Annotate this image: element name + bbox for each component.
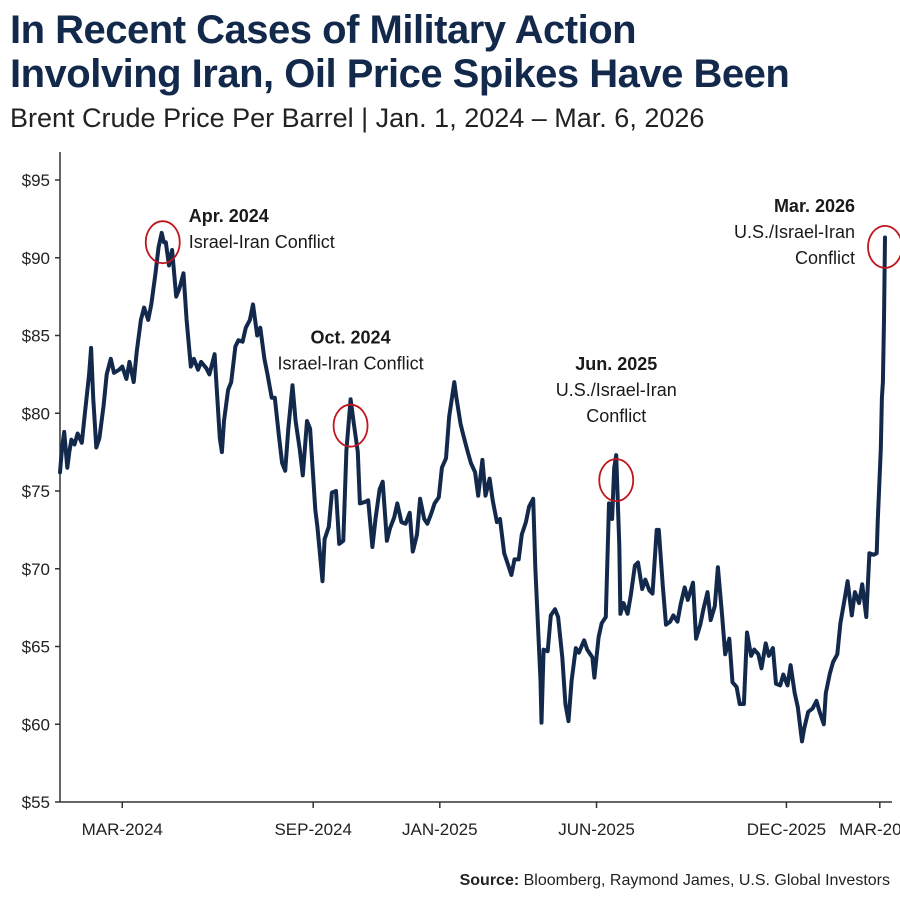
y-tick-label: $90 [22, 249, 50, 268]
x-tick-label: JAN-2025 [402, 820, 478, 839]
annotation-label: Conflict [586, 406, 646, 426]
y-tick-label: $85 [22, 327, 50, 346]
y-tick-label: $80 [22, 404, 50, 423]
price-chart: $55 $60 $65 $70 $75 $80 $85 $90 $95 MAR-2024 SEP-… [22, 152, 900, 839]
y-tick-label: $75 [22, 482, 50, 501]
annotation-circle [332, 403, 369, 448]
chart-title-line-2: Involving Iran, Oil Price Spikes Have Be… [10, 52, 790, 96]
annotation-label: Israel-Iran Conflict [278, 354, 424, 374]
chart-title-line-1: In Recent Cases of Military Action [10, 8, 637, 52]
y-tick-label: $95 [22, 171, 50, 190]
annotation-date: Apr. 2024 [189, 206, 269, 226]
x-tick-label: MAR-2026 [839, 820, 900, 839]
annotation-date: Mar. 2026 [774, 196, 855, 216]
annotation-circle [144, 220, 181, 265]
y-tick-label: $70 [22, 560, 50, 579]
brent-price-line [58, 230, 887, 744]
annotation-label: U.S./Israel-Iran [556, 380, 677, 400]
y-tick-label: $65 [22, 638, 50, 657]
x-tick-label: DEC-2025 [747, 820, 826, 839]
chart-title: In Recent Cases of Military Action Invol… [10, 8, 890, 96]
series-group [58, 230, 887, 744]
source-note: Source: Bloomberg, Raymond James, U.S. G… [460, 872, 890, 890]
x-tick-label: MAR-2024 [82, 820, 163, 839]
annotation-circle [867, 224, 900, 269]
annotation-circle [598, 458, 635, 503]
annotation-label: U.S./Israel-Iran [734, 222, 855, 242]
y-tick-label: $55 [22, 793, 50, 812]
x-axis: MAR-2024 SEP-2024 JAN-2025 JUN-2025 DEC-2025… [60, 801, 900, 839]
y-tick-label: $60 [22, 715, 50, 734]
annotation-group: Apr. 2024 Israel-Iran Conflict Oct. 2024 Is… [144, 196, 900, 503]
x-tick-label: SEP-2024 [274, 820, 352, 839]
source-label: Source: [459, 872, 520, 889]
chart-subtitle: Brent Crude Price Per Barrel | Jan. 1, 2… [10, 103, 705, 133]
annotation-date: Oct. 2024 [311, 328, 391, 348]
y-axis: $55 $60 $65 $70 $75 $80 $85 $90 $95 [22, 152, 61, 812]
x-tick-label: JUN-2025 [558, 820, 635, 839]
source-text: Bloomberg, Raymond James, U.S. Global In… [523, 872, 890, 889]
annotation-label: Israel-Iran Conflict [189, 232, 335, 252]
annotation-label: Conflict [795, 248, 855, 268]
annotation-date: Jun. 2025 [575, 354, 657, 374]
